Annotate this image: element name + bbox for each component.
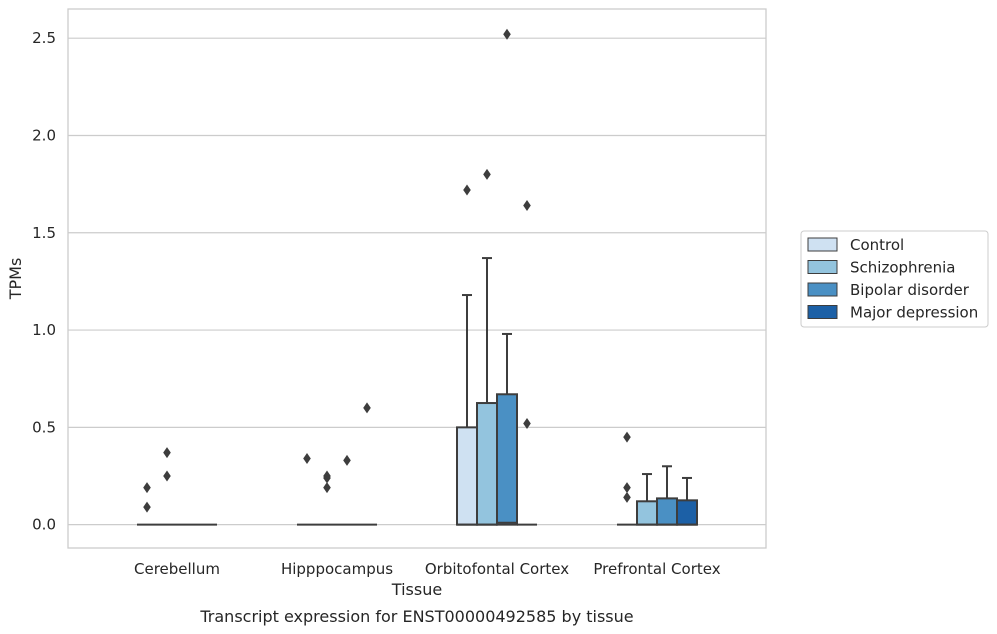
box-group <box>656 465 678 526</box>
y-tick-label: 2.0 <box>32 126 56 144</box>
legend-swatch-control <box>807 237 838 252</box>
legend-frame <box>800 230 989 328</box>
x-axis-label: Tissue <box>391 580 442 599</box>
x-tick-label: Orbitofontal Cortex <box>425 560 569 578</box>
x-tick-label: Hipppocampus <box>281 560 393 578</box>
outlier-point <box>323 470 331 482</box>
box <box>636 500 658 526</box>
box <box>456 426 478 526</box>
y-tick-labels: 0.0 0.5 1.0 1.5 2.0 2.5 <box>32 29 56 533</box>
outlier-point <box>523 200 531 212</box>
box-group <box>676 476 698 526</box>
x-tick-labels: Cerebellum Hipppocampus Orbitofontal Corte… <box>134 560 721 578</box>
outlier-point <box>143 501 151 513</box>
outlier-point <box>143 482 151 494</box>
legend-swatch-major-depression <box>807 305 838 319</box>
y-axis-label: TPMs <box>6 258 25 301</box>
outlier-point <box>163 470 171 482</box>
chart-caption: Transcript expression for ENST0000049258… <box>199 607 633 626</box>
outlier-point <box>363 402 371 414</box>
boxes <box>137 257 698 526</box>
outlier-point <box>623 491 631 503</box>
box <box>496 393 518 526</box>
outlier-point <box>463 184 471 196</box>
outlier-point <box>163 447 171 459</box>
legend: Control Schizophrenia Bipolar disorder M… <box>800 230 989 328</box>
y-tick-label: 0.0 <box>32 516 56 534</box>
outlier-point <box>623 482 631 494</box>
outlier-point <box>343 454 351 466</box>
outlier-point <box>623 431 631 443</box>
legend-label-schizophrenia: Schizophrenia <box>850 259 955 277</box>
x-tick-label: Prefrontal Cortex <box>593 560 720 578</box>
outlier-point <box>323 482 331 494</box>
legend-label-major-depression: Major depression <box>850 304 978 322</box>
y-tick-label: 2.5 <box>32 29 56 47</box>
legend-swatch-schizophrenia <box>807 260 838 274</box>
box-group <box>476 257 498 526</box>
legend-label-bipolar-disorder: Bipolar disorder <box>850 281 970 299</box>
plot-frame <box>67 8 767 549</box>
outlier-point <box>523 417 531 429</box>
y-tick-label: 0.5 <box>32 418 56 436</box>
y-tick-label: 1.5 <box>32 224 56 242</box>
legend-label-control: Control <box>850 236 904 254</box>
box-group <box>456 294 478 526</box>
box <box>476 402 498 526</box>
y-tick-label: 1.0 <box>32 321 56 339</box>
x-tick-label: Cerebellum <box>134 560 220 578</box>
outlier-point <box>303 452 311 464</box>
legend-swatch-bipolar-disorder <box>807 282 838 297</box>
box-group <box>636 473 658 526</box>
box <box>676 499 698 526</box>
box <box>656 497 678 526</box>
box-group <box>496 332 518 526</box>
grid-lines <box>68 37 766 526</box>
outlier-point <box>503 28 511 40</box>
outlier-point <box>483 168 491 180</box>
outliers <box>143 28 631 513</box>
